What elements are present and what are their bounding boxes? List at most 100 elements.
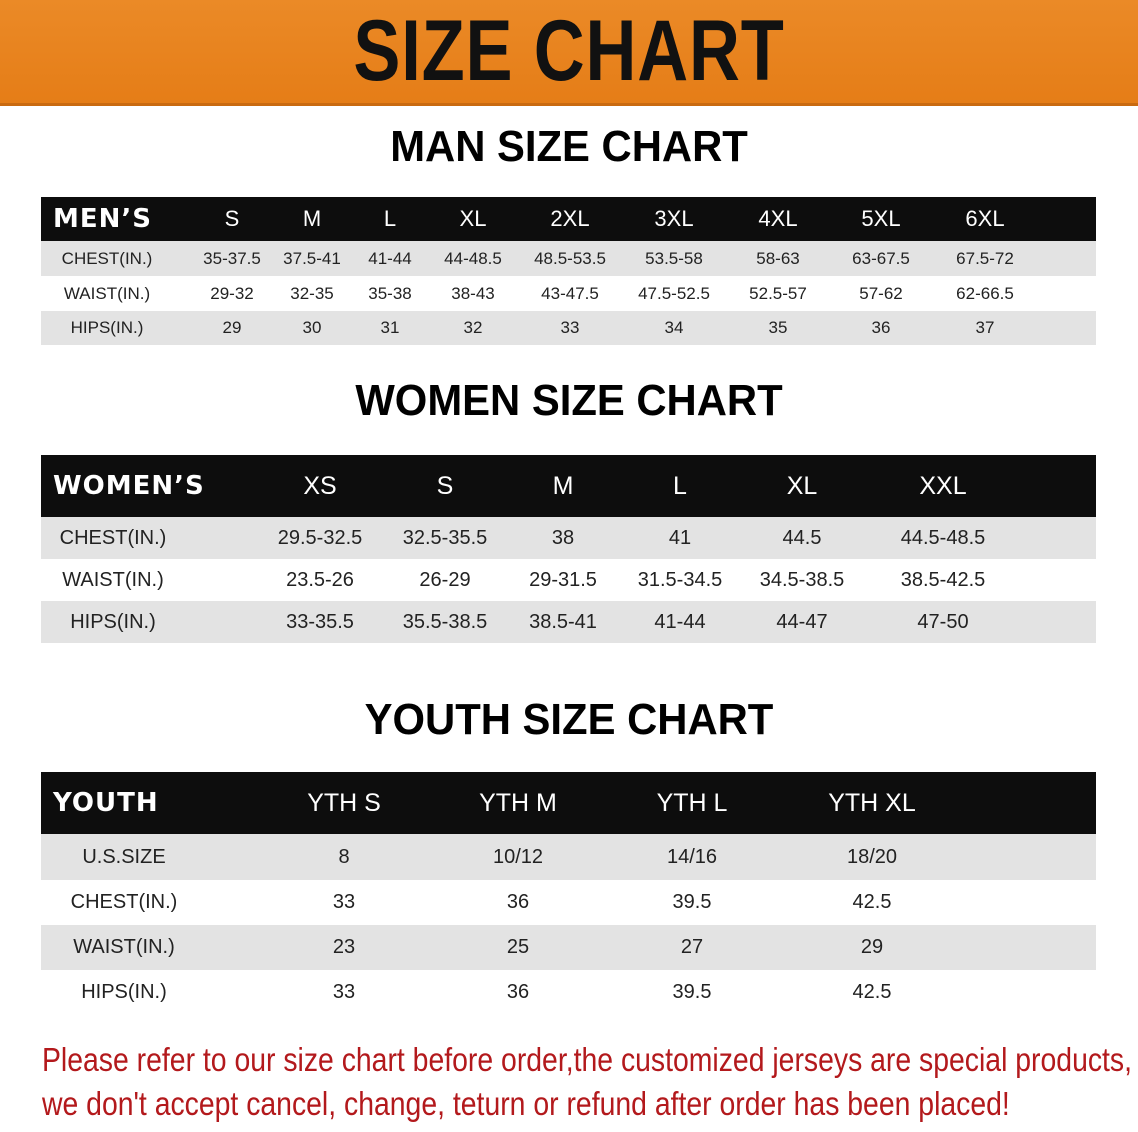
notice-line-2: we don't accept cancel, change, teturn o… <box>42 1085 1010 1122</box>
measurement-cell: 47.5-52.5 <box>638 283 710 303</box>
measurement-cell: 34.5-38.5 <box>759 568 845 591</box>
measurement-cell: 35-37.5 <box>203 248 261 268</box>
measurement-cell: 43-47.5 <box>541 283 599 303</box>
measurement-cell: 10/12 <box>492 845 544 868</box>
measurement-cell: 38-43 <box>451 283 495 303</box>
measurement-cell: 27 <box>680 936 704 958</box>
measurement-cell: 29 <box>222 318 242 337</box>
measurement-cell: 63-67.5 <box>852 248 910 268</box>
measurement-cell: 58-63 <box>756 248 800 268</box>
measurement-cell: 26-29 <box>419 568 471 591</box>
youth-section-title: YOUTH SIZE CHART <box>364 695 774 744</box>
measurement-cell: 48.5-53.5 <box>534 248 606 268</box>
table-row: WAIST(IN.) 23.5-26 26-29 29-31.5 31.5-34.5 34… <box>41 559 1096 601</box>
table-row: CHEST(IN.) 33 36 39.5 42.5 <box>41 880 1096 925</box>
size-column-header: YTH L <box>656 788 728 817</box>
table-header-label: WOMEN’S <box>53 471 205 501</box>
measurement-cell: 38.5-42.5 <box>900 568 986 591</box>
measurement-cell: 36 <box>871 318 891 337</box>
measurement-cell: 42.5 <box>852 891 892 913</box>
measurement-cell: 29-32 <box>210 283 254 303</box>
row-label: WAIST(IN.) <box>63 283 151 303</box>
table-header-row: MEN’S S M L XL 2XL 3XL 4XL 5XL 6XL <box>41 197 1096 241</box>
table-header-label: MEN’S <box>53 204 152 234</box>
measurement-cell: 39.5 <box>672 981 712 1003</box>
table-row: CHEST(IN.) 35-37.5 37.5-41 41-44 44-48.5 48.5… <box>41 241 1096 276</box>
measurement-cell: 38.5-41 <box>529 610 597 633</box>
measurement-cell: 32-35 <box>290 283 334 303</box>
women-size-table: WOMEN’S XS S M L XL XXL CHEST(IN.) 29.5-32.5 32.5… <box>41 455 1096 643</box>
size-column-header: YTH S <box>307 788 381 817</box>
row-label: WAIST(IN.) <box>73 936 175 958</box>
table-row: WAIST(IN.) 23 25 27 29 <box>41 925 1096 970</box>
measurement-cell: 44-48.5 <box>444 248 502 268</box>
measurement-cell: 33-35.5 <box>286 610 354 633</box>
size-column-header: 2XL <box>550 206 590 231</box>
measurement-cell: 38 <box>551 526 575 549</box>
row-label: CHEST(IN.) <box>70 891 178 913</box>
measurement-cell: 52.5-57 <box>749 283 807 303</box>
measurement-cell: 29 <box>860 936 884 958</box>
size-chart-banner: SIZE CHART <box>0 0 1138 106</box>
measurement-cell: 32 <box>463 318 483 337</box>
size-column-header: XL <box>786 471 818 500</box>
size-column-header: S <box>224 206 240 231</box>
measurement-cell: 25 <box>506 936 530 958</box>
measurement-cell: 37 <box>975 318 995 337</box>
measurement-cell: 31.5-34.5 <box>637 568 723 591</box>
measurement-cell: 31 <box>380 318 400 337</box>
measurement-cell: 8 <box>338 845 350 868</box>
table-row: U.S.SIZE 8 10/12 14/16 18/20 <box>41 834 1096 880</box>
table-row: WAIST(IN.) 29-32 32-35 35-38 38-43 43-47.5 47.… <box>41 276 1096 311</box>
measurement-cell: 14/16 <box>666 845 718 868</box>
measurement-cell: 35 <box>768 318 788 337</box>
measurement-cell: 36 <box>506 891 530 913</box>
measurement-cell: 33 <box>560 318 580 337</box>
banner-title: SIZE CHART <box>353 3 785 99</box>
row-label: HIPS(IN.) <box>70 318 144 337</box>
size-column-header: XS <box>303 471 337 500</box>
measurement-cell: 44-47 <box>776 610 828 633</box>
size-column-header: YTH XL <box>828 788 916 817</box>
size-column-header: XXL <box>919 471 967 500</box>
measurement-cell: 23 <box>332 936 356 958</box>
table-row: HIPS(IN.) 33 36 39.5 42.5 <box>41 970 1096 1015</box>
measurement-cell: 18/20 <box>846 845 898 868</box>
size-column-header: M <box>302 206 322 231</box>
table-row: HIPS(IN.) 33-35.5 35.5-38.5 38.5-41 41-44 44-… <box>41 601 1096 643</box>
measurement-cell: 62-66.5 <box>956 283 1014 303</box>
measurement-cell: 57-62 <box>859 283 903 303</box>
table-row: CHEST(IN.) 29.5-32.5 32.5-35.5 38 41 44.5 44.5… <box>41 517 1096 559</box>
row-label: HIPS(IN.) <box>70 610 156 633</box>
measurement-cell: 39.5 <box>672 891 712 913</box>
size-column-header: 4XL <box>758 206 798 231</box>
measurement-cell: 23.5-26 <box>286 568 354 591</box>
table-header-label: YOUTH <box>53 788 159 818</box>
measurement-cell: 32.5-35.5 <box>402 526 488 549</box>
size-column-header: 3XL <box>654 206 694 231</box>
size-column-header: L <box>383 206 397 231</box>
row-label: HIPS(IN.) <box>81 981 167 1003</box>
measurement-cell: 53.5-58 <box>645 248 703 268</box>
measurement-cell: 44.5 <box>782 526 822 549</box>
measurement-cell: 30 <box>302 318 322 337</box>
measurement-cell: 37.5-41 <box>283 248 341 268</box>
table-header-row: WOMEN’S XS S M L XL XXL <box>41 455 1096 517</box>
measurement-cell: 41-44 <box>368 248 412 268</box>
measurement-cell: 36 <box>506 981 530 1003</box>
size-column-header: L <box>673 471 687 500</box>
size-column-header: 5XL <box>861 206 901 231</box>
table-header-row: YOUTH YTH S YTH M YTH L YTH XL <box>41 772 1096 834</box>
measurement-cell: 33 <box>332 981 356 1003</box>
measurement-cell: 33 <box>332 891 356 913</box>
row-label: CHEST(IN.) <box>61 248 153 268</box>
notice-line-1: Please refer to our size chart before or… <box>42 1041 1133 1078</box>
table-row: HIPS(IN.) 29 30 31 32 33 34 35 36 37 <box>41 311 1096 345</box>
row-label: WAIST(IN.) <box>62 568 164 591</box>
measurement-cell: 44.5-48.5 <box>900 526 986 549</box>
men-section-title: MAN SIZE CHART <box>390 122 748 171</box>
measurement-cell: 42.5 <box>852 981 892 1003</box>
row-label: U.S.SIZE <box>82 845 166 868</box>
row-label: CHEST(IN.) <box>59 526 167 549</box>
measurement-cell: 29-31.5 <box>529 568 597 591</box>
